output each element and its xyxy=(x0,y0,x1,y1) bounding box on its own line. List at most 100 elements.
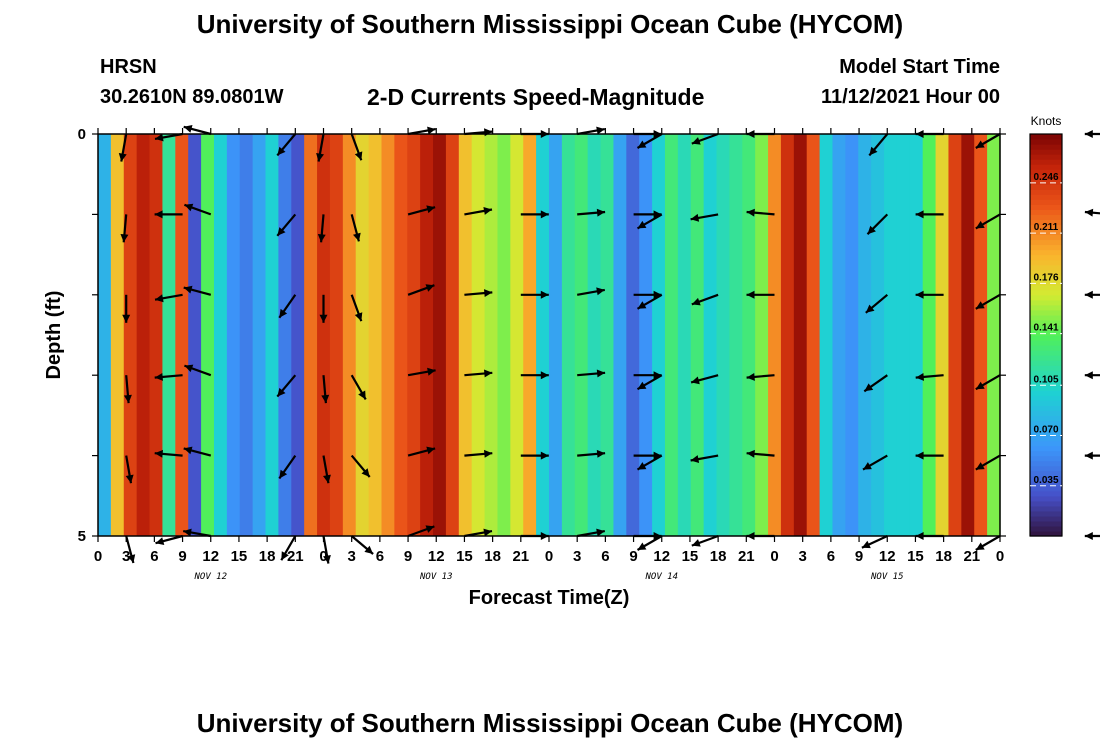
speed-column xyxy=(98,134,112,536)
colorbar-segment xyxy=(1030,274,1062,281)
arrow-head xyxy=(155,537,165,545)
arrow-head xyxy=(540,451,549,460)
colorbar-segment xyxy=(1030,329,1062,336)
arrow-head xyxy=(975,381,985,390)
speed-column xyxy=(188,134,202,536)
day-label: NOV 12 xyxy=(193,572,227,582)
arrow-head xyxy=(154,210,163,219)
x-tick-label: 6 xyxy=(601,548,609,565)
current-arrow xyxy=(1084,371,1100,380)
colorbar-segment xyxy=(1030,405,1062,411)
speed-column xyxy=(407,134,421,536)
arrow-head xyxy=(323,555,331,564)
current-arrow xyxy=(184,364,212,377)
speed-column xyxy=(639,134,653,536)
arrow-head xyxy=(637,381,647,390)
speed-column xyxy=(149,134,164,536)
colorbar-segment xyxy=(1030,174,1062,180)
arrow-head xyxy=(358,390,366,400)
arrow-head xyxy=(1084,451,1093,460)
colorbar-tick-label: 0.246 xyxy=(1033,172,1058,183)
speed-column xyxy=(819,134,834,536)
current-arrow xyxy=(276,133,297,157)
speed-column xyxy=(510,134,524,536)
arrow-head xyxy=(1084,290,1093,299)
arrow-head xyxy=(122,314,131,323)
speed-column xyxy=(201,134,215,536)
current-arrow xyxy=(577,449,606,458)
colorbar-segment xyxy=(1030,470,1062,477)
colorbar-segment xyxy=(1030,209,1062,216)
colorbar-segment xyxy=(1030,179,1062,185)
current-arrow xyxy=(975,374,1001,391)
arrow-head xyxy=(427,367,436,376)
arrow-head xyxy=(323,474,331,484)
arrow-head xyxy=(867,225,876,235)
colorbar-segment xyxy=(1030,360,1062,366)
current-arrow xyxy=(520,371,549,380)
current-arrow xyxy=(577,369,606,378)
colorbar-segment xyxy=(1030,395,1062,401)
arrow-head xyxy=(596,449,606,458)
x-tick-label: 12 xyxy=(202,548,219,565)
arrow-head xyxy=(915,373,924,381)
current-arrow xyxy=(276,374,297,398)
arrow-head xyxy=(277,227,286,236)
arrow-head xyxy=(319,314,328,323)
x-tick-label: 21 xyxy=(287,548,304,565)
speed-column xyxy=(561,134,576,536)
current-arrow xyxy=(863,374,888,393)
colorbar-segment xyxy=(1030,239,1062,246)
speed-column xyxy=(484,134,499,536)
colorbar-segment xyxy=(1030,455,1062,462)
colorbar-frame xyxy=(1029,133,1063,537)
x-axis: 0 3 6 9 12 15 18 21 0 3 6 9 12 15 18 21 0 3 6 9 12 15 18 21 0 3 6 9… xyxy=(94,128,1004,582)
current-arrow xyxy=(350,535,374,555)
arrow-head xyxy=(864,383,874,392)
current-arrow xyxy=(633,451,662,460)
current-arrow xyxy=(183,285,212,296)
arrow-head xyxy=(425,284,435,292)
current-arrow xyxy=(577,528,605,538)
speed-column xyxy=(265,134,279,536)
arrow-head xyxy=(154,373,163,381)
colorbar-segment xyxy=(1030,475,1062,482)
current-arrow xyxy=(636,133,663,149)
speed-column xyxy=(948,134,962,536)
colorbar: Knots 0.246 0.211 0.176 0.141 0.105 0.070 0.035 xyxy=(1029,114,1063,537)
colorbar-segment xyxy=(1030,420,1062,427)
colorbar-segment xyxy=(1030,415,1062,422)
current-arrow xyxy=(464,289,493,297)
arrow-head xyxy=(915,451,924,460)
x-tick-label: 9 xyxy=(629,548,637,565)
colorbar-segment xyxy=(1030,289,1062,296)
current-arrow xyxy=(464,528,493,538)
speed-column xyxy=(329,134,344,536)
speed-column xyxy=(858,134,872,536)
arrow-head xyxy=(637,140,647,148)
arrow-head xyxy=(596,208,606,217)
current-arrow xyxy=(154,293,183,303)
colorbar-segment xyxy=(1030,340,1062,346)
x-tick-label: 0 xyxy=(996,548,1004,565)
model-start-value: 11/12/2021 Hour 00 xyxy=(820,86,1000,108)
arrow-head xyxy=(1084,208,1094,217)
colorbar-segment xyxy=(1030,355,1062,361)
speed-column xyxy=(433,134,447,536)
speed-column xyxy=(420,134,434,536)
speed-column xyxy=(664,134,679,536)
colorbar-segment xyxy=(1030,375,1062,381)
speed-column xyxy=(110,134,125,536)
current-arrow xyxy=(350,214,361,242)
colorbar-segment xyxy=(1030,309,1062,316)
x-tick-label: 0 xyxy=(545,548,553,565)
speed-column xyxy=(549,134,563,536)
speed-column xyxy=(252,134,267,536)
current-arrow xyxy=(866,213,889,235)
current-arrow xyxy=(407,126,436,136)
x-tick-label: 15 xyxy=(907,548,924,565)
arrow-head xyxy=(653,210,662,219)
arrow-head xyxy=(184,203,194,212)
colorbar-segment xyxy=(1030,495,1062,502)
y-tick-label: 5 xyxy=(78,528,86,545)
